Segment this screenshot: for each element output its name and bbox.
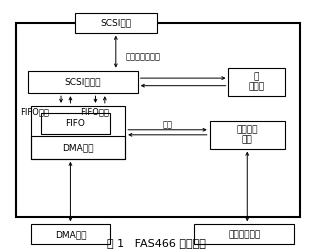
Text: FIFO控制: FIFO控制 <box>20 108 49 117</box>
Text: 微处理器
接口: 微处理器 接口 <box>237 125 258 144</box>
Text: DMA总线: DMA总线 <box>55 230 86 239</box>
Bar <box>31 136 125 159</box>
Bar <box>228 68 285 96</box>
Text: 中断和状态矢量: 中断和状态矢量 <box>125 52 160 61</box>
Text: 总线: 总线 <box>163 120 173 129</box>
Text: 外部微处理器: 外部微处理器 <box>228 230 260 239</box>
Text: FIFO数据: FIFO数据 <box>80 108 109 117</box>
Bar <box>194 224 294 244</box>
Text: 微
控制器: 微 控制器 <box>249 72 265 91</box>
Text: SCSI总线: SCSI总线 <box>100 18 131 27</box>
Bar <box>31 224 110 244</box>
Text: SCSI控制器: SCSI控制器 <box>65 77 101 86</box>
Bar <box>31 106 125 159</box>
Text: FIFO: FIFO <box>65 119 85 128</box>
Bar <box>41 113 110 134</box>
Bar <box>28 71 138 93</box>
Text: DMA接口: DMA接口 <box>63 143 94 152</box>
Text: 图 1   FAS466 结构框图: 图 1 FAS466 结构框图 <box>107 238 206 248</box>
Bar <box>75 13 156 33</box>
Bar <box>210 121 285 149</box>
Bar <box>16 23 300 217</box>
